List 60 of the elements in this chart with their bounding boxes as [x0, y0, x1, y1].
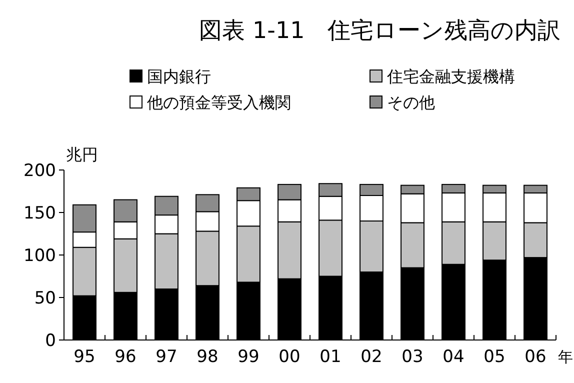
y-tick-label: 0	[45, 331, 56, 351]
x-tick-label: 06	[524, 347, 546, 367]
x-tick-label: 05	[484, 347, 506, 367]
legend-label: 国内銀行	[147, 67, 211, 86]
bar	[442, 192, 466, 222]
legend-label: その他	[387, 93, 435, 112]
bar	[318, 196, 342, 221]
bar	[278, 221, 302, 280]
x-tick-label: 98	[196, 347, 218, 367]
x-tick-label: 01	[320, 347, 342, 367]
bar	[442, 221, 466, 265]
x-tick-label: 97	[156, 347, 178, 367]
bar	[196, 211, 220, 232]
bar	[482, 221, 506, 261]
bar	[196, 230, 220, 286]
x-tick-label: 95	[74, 347, 96, 367]
x-tick-label: 03	[402, 347, 424, 367]
x-axis-title: 年	[558, 348, 573, 366]
bar	[482, 192, 506, 222]
bar	[524, 192, 548, 224]
bar	[236, 226, 260, 283]
bar	[114, 238, 138, 293]
x-tick-label: 96	[114, 347, 136, 367]
bar	[524, 184, 548, 194]
bar	[72, 246, 96, 296]
bar	[72, 232, 96, 248]
bar	[154, 233, 178, 290]
bar	[400, 193, 424, 224]
y-tick-label: 50	[34, 288, 56, 308]
chart-title: 図表 1-11 住宅ローン残高の内訳	[199, 18, 561, 44]
x-tick-label: 00	[278, 347, 300, 367]
bar	[400, 184, 424, 194]
bar	[360, 195, 384, 222]
bar	[154, 196, 178, 216]
bar	[114, 199, 138, 222]
y-tick-label: 200	[24, 161, 56, 181]
x-tick-label: 02	[360, 347, 382, 367]
bar	[278, 199, 302, 222]
bar	[400, 222, 424, 268]
bar	[442, 184, 466, 194]
bar	[236, 187, 260, 202]
bar	[154, 214, 178, 234]
y-tick-label: 100	[24, 246, 56, 266]
bar	[482, 184, 506, 194]
bar	[360, 184, 384, 196]
bar	[72, 204, 96, 233]
bar	[524, 222, 548, 258]
y-tick-label: 150	[24, 204, 56, 224]
bar	[318, 220, 342, 277]
y-axis-title: 兆円	[66, 145, 98, 164]
bar	[114, 221, 138, 240]
legend-label: 住宅金融支援機構	[386, 67, 515, 86]
legend-label: 他の預金等受入機関	[147, 93, 291, 112]
bar	[318, 183, 342, 197]
bar	[360, 220, 384, 272]
bar	[236, 200, 260, 227]
bar	[278, 184, 302, 200]
x-tick-label: 99	[238, 347, 260, 367]
x-tick-label: 04	[442, 347, 464, 367]
bar	[196, 194, 220, 212]
